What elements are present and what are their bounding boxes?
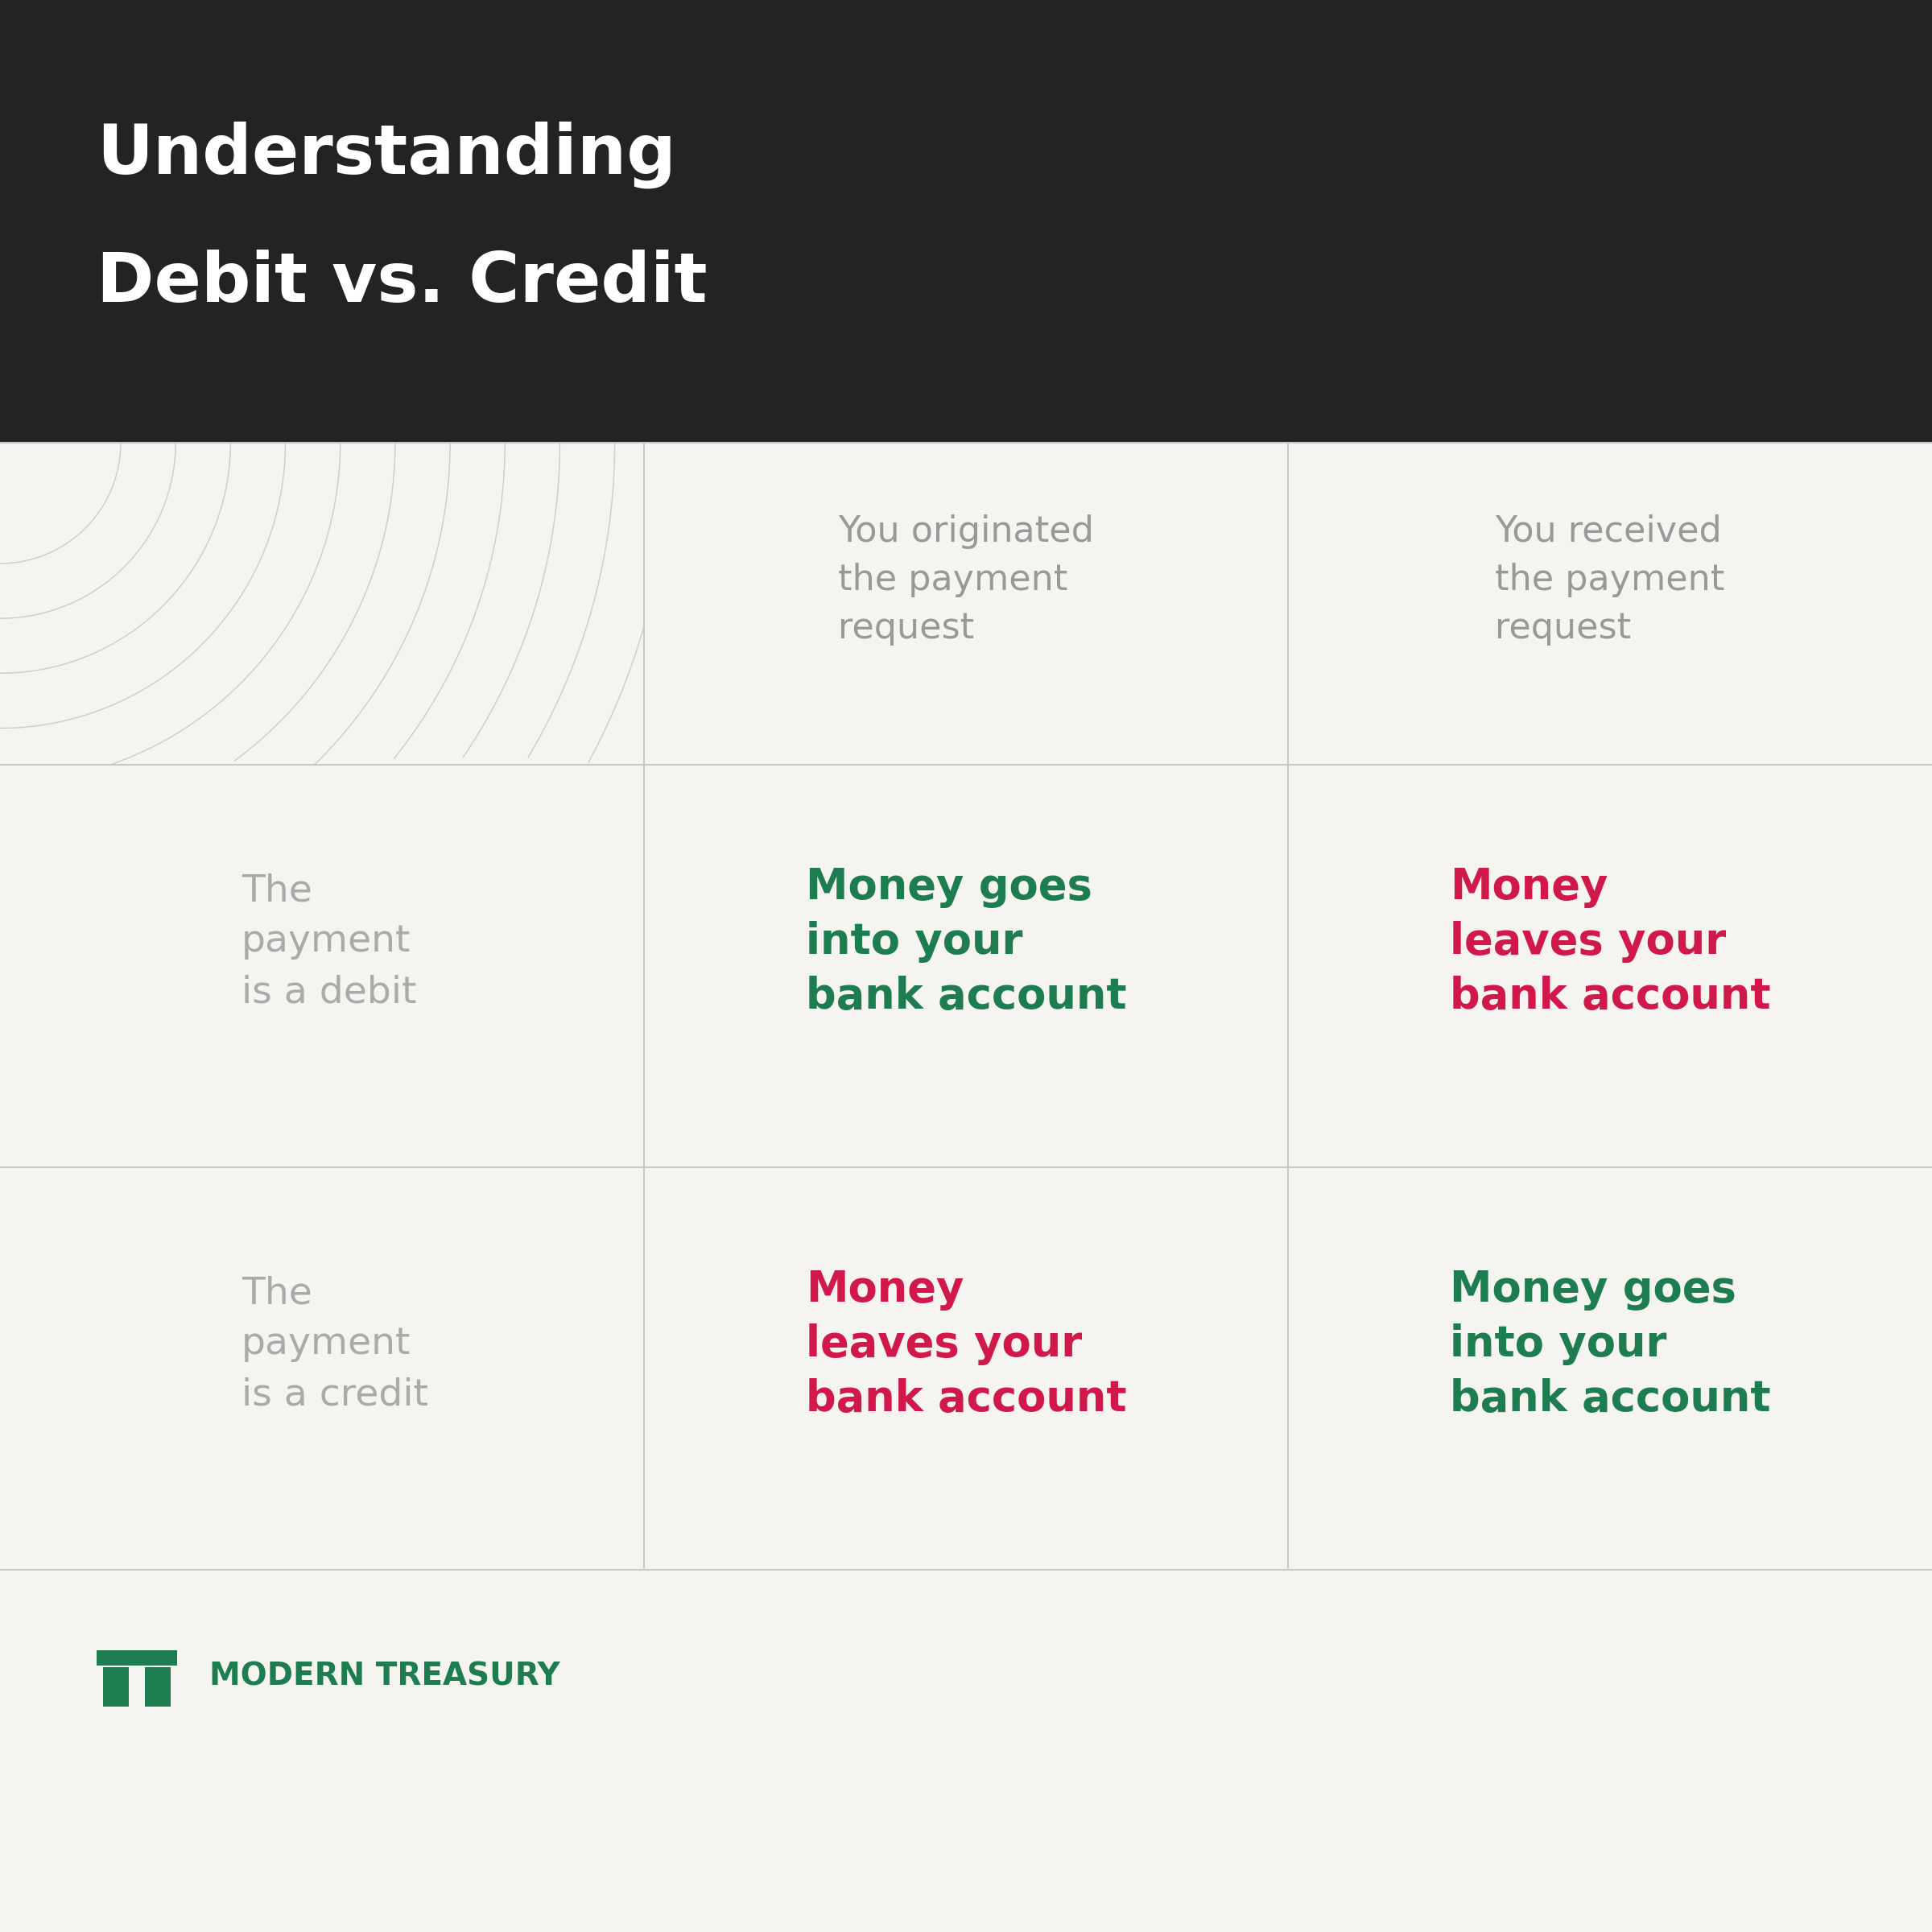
Text: The
payment
is a debit: The payment is a debit (242, 873, 417, 1010)
Text: Money
leaves your
bank account: Money leaves your bank account (806, 1267, 1126, 1420)
Text: Money
leaves your
bank account: Money leaves your bank account (1449, 866, 1770, 1018)
FancyBboxPatch shape (102, 1667, 129, 1706)
Text: Money goes
into your
bank account: Money goes into your bank account (806, 866, 1126, 1018)
Text: MODERN TREASURY: MODERN TREASURY (209, 1662, 560, 1690)
FancyBboxPatch shape (145, 1667, 170, 1706)
Text: Understanding: Understanding (97, 120, 676, 187)
Text: Debit vs. Credit: Debit vs. Credit (97, 249, 707, 317)
Text: The
payment
is a credit: The payment is a credit (242, 1275, 429, 1412)
Text: You originated
the payment
request: You originated the payment request (838, 514, 1094, 645)
Text: Money goes
into your
bank account: Money goes into your bank account (1449, 1267, 1770, 1420)
Text: You received
the payment
request: You received the payment request (1495, 514, 1725, 645)
Bar (0, 0, 1932, 442)
FancyBboxPatch shape (97, 1650, 178, 1665)
